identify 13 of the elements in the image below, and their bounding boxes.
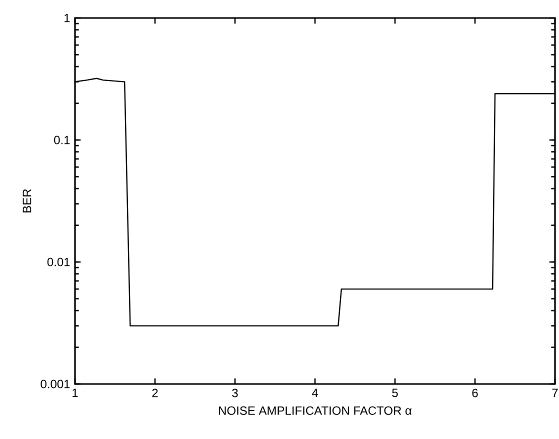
y-tick-label: 0.1 xyxy=(54,136,70,144)
x-tick-label: 6 xyxy=(472,388,478,398)
x-tick-label: 1 xyxy=(72,388,78,397)
y-tick-label: 0.01 xyxy=(47,258,70,266)
x-tick-label: 2 xyxy=(152,388,158,398)
x-tick-label: 5 xyxy=(392,388,398,398)
x-tick-label: 3 xyxy=(232,388,238,398)
x-tick-label: 4 xyxy=(312,388,318,397)
x-tick-label: 7 xyxy=(552,388,558,397)
y-axis-title: BER xyxy=(22,189,32,212)
y-tick-label: 0.001 xyxy=(40,380,70,388)
y-tick-label: 1 xyxy=(64,14,70,22)
x-axis-title: NOISE AMPLIFICATION FACTOR α xyxy=(219,406,412,415)
